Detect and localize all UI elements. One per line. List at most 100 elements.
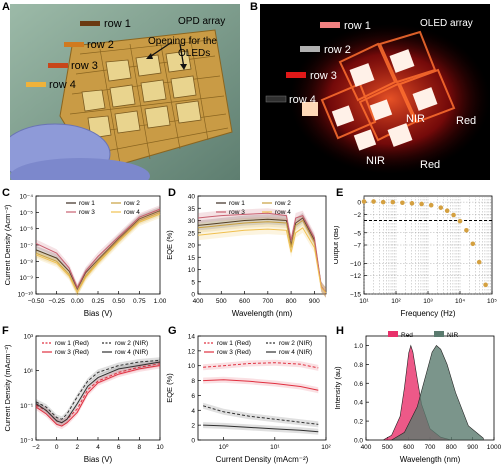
chart-c-xtick-label: 1.00 [154, 298, 166, 305]
chart-d-ylabel: EQE (%) [166, 230, 174, 260]
chart-h-xtick-label: 800 [446, 444, 457, 451]
chart-d-xtick-label: 800 [286, 298, 297, 305]
oled-label-nir-1: NIR [406, 113, 425, 125]
panel-label-f: F [2, 325, 9, 337]
chart-e-ylabel: Output (dB) [334, 225, 340, 264]
panel-label-g: G [168, 325, 177, 337]
opd-photo-drawing: row 1 row 2 row 3 row 4 OPD array Openin… [10, 4, 240, 180]
oled-row3-marker [286, 72, 306, 78]
oled-label-nir-2: NIR [366, 155, 385, 167]
chart-c-current-density-vs-bias: Bias (V) Current Density (Acm⁻²) −0.50 −0.2… [3, 194, 166, 319]
chart-g-legend-entry: row 1 (Red) [217, 340, 251, 347]
chart-e-point [464, 228, 469, 233]
chart-c-legend-entry: row 2 [124, 200, 140, 207]
chart-d-line-4 [197, 227, 327, 294]
chart-f-line-4 [35, 361, 161, 424]
chart-g-band-3 [203, 376, 319, 394]
chart-e-point [457, 218, 463, 224]
chart-g-line-2 [202, 405, 319, 425]
chart-f-ytick-label: 10³ [24, 334, 34, 341]
chart-f-ytick-label: 10¹ [24, 368, 34, 375]
chart-f-xtick-label: 4 [96, 444, 100, 451]
oled-row2-label: row 2 [324, 44, 351, 56]
chart-g-ytick-label: 4 [191, 408, 195, 415]
oled-row4-marker [265, 95, 287, 103]
chart-d-ytick-label: 25 [188, 230, 196, 237]
chart-c-xtick-label: 0.75 [133, 298, 146, 305]
chart-c-legend-entry: row 4 [124, 209, 140, 216]
chart-g-ytick-label: 6 [191, 393, 195, 400]
chart-h-xtick-label: 900 [467, 444, 478, 451]
chart-e-point [400, 200, 405, 206]
chart-g-line-4 [203, 424, 319, 433]
chart-g-ytick-label: 2 [191, 423, 195, 430]
chart-d-band-2 [198, 215, 326, 298]
chart-h-xlabel: Wavelength (nm) [400, 455, 461, 464]
oled-row3-label: row 3 [310, 70, 337, 82]
chart-c-ytick-label: 10⁻¹⁰ [18, 291, 34, 299]
chart-d-ytick-label: 15 [188, 255, 196, 262]
chart-f-legend-entry: row 2 (NIR) [115, 340, 148, 347]
chart-e-point [476, 259, 482, 265]
panel-label-h: H [336, 325, 344, 337]
chart-f-band-3 [36, 362, 160, 430]
chart-d-legend-entry: row 3 [229, 209, 245, 216]
chart-g-band-1 [203, 359, 319, 371]
chart-c-ytick-label: 10⁻⁷ [20, 243, 34, 250]
chart-c-legend-entry: row 1 [79, 200, 95, 207]
chart-g-xlabel: Current Density (mAcm⁻²) [216, 455, 309, 464]
chart-e-ytick-label: −5 [354, 230, 362, 237]
chart-e-output-vs-frequency: Frequency (Hz) Output (dB) 10¹ 10² 10³ 10⁴ 10⁵… [334, 195, 497, 318]
oled-row4-label: row 4 [289, 94, 316, 106]
chart-f-line-2 [35, 359, 161, 420]
chart-c-line-1 [35, 210, 161, 291]
chart-c-xtick-label: 0.50 [112, 298, 125, 305]
chart-h-xtick-label: 500 [382, 444, 393, 451]
chart-f-ytick-label: 10⁻¹ [20, 403, 34, 410]
chart-c-ylabel: Current Density (Acm⁻²) [3, 204, 12, 285]
chart-f-legend-entry: row 1 (Red) [55, 340, 89, 347]
chart-c-line-3 [35, 208, 161, 289]
chart-f-ylabel: Current Density (mAcm⁻²) [3, 344, 12, 431]
chart-h-ytick-label: 0.6 [354, 381, 363, 388]
chart-h-xtick-label: 700 [425, 444, 436, 451]
oled-row2-marker [300, 46, 320, 52]
chart-d-xlabel: Wavelength (nm) [232, 309, 293, 318]
chart-f-xtick-label: 8 [138, 444, 142, 451]
oled-row1-marker [320, 22, 340, 28]
chart-c-ytick-label: 10⁻⁸ [20, 259, 34, 266]
chart-d-ytick-label: 0 [191, 292, 195, 299]
chart-e-ytick-label: −7 [354, 243, 362, 250]
chart-c-ytick-label: 10⁻⁴ [20, 194, 34, 201]
chart-e-point [371, 199, 376, 204]
chart-h-xtick-label: 600 [403, 444, 414, 451]
chart-c-ytick-label: 10⁻⁶ [20, 226, 34, 233]
oled-row1-label: row 1 [344, 20, 371, 32]
chart-h-area-2 [390, 345, 484, 441]
chart-g-legend-entry: row 4 (NIR) [279, 349, 312, 356]
chart-d-ytick-label: 40 [188, 194, 196, 201]
chart-d-ytick-label: 35 [188, 206, 196, 213]
oled-label-red-2: Red [420, 159, 440, 171]
chart-c-line-4 [35, 213, 161, 294]
chart-g-legend-entry: row 2 (NIR) [279, 340, 312, 347]
chart-c-xtick-label: 0.25 [92, 298, 105, 305]
chart-d-line-2 [197, 219, 327, 294]
opd-row2-label: row 2 [87, 39, 114, 51]
chart-e-ytick-label: −15 [350, 292, 361, 299]
chart-g-xtick-label: 10⁰ [219, 443, 229, 451]
chart-h-legend-swatch [434, 331, 444, 337]
chart-g-xtick-label: 10² [321, 444, 331, 451]
panel-label-c: C [2, 187, 10, 199]
chart-d-line-3 [197, 212, 327, 294]
chart-h-ylabel: Intensity (au) [334, 366, 342, 410]
chart-d-band-3 [198, 208, 326, 298]
chart-d-ytick-label: 10 [188, 267, 196, 274]
chart-h-ytick-label: 0.8 [354, 362, 363, 369]
chart-f-legend-entry: row 3 (Red) [55, 349, 89, 356]
chart-g-ytick-label: 0 [191, 438, 195, 445]
chart-g-legend-entry: row 3 (Red) [217, 349, 251, 356]
opd-annotation-line1: Opening for the [148, 36, 217, 47]
chart-f-xtick-label: −2 [32, 444, 40, 451]
oled-label-red-1: Red [456, 115, 476, 127]
